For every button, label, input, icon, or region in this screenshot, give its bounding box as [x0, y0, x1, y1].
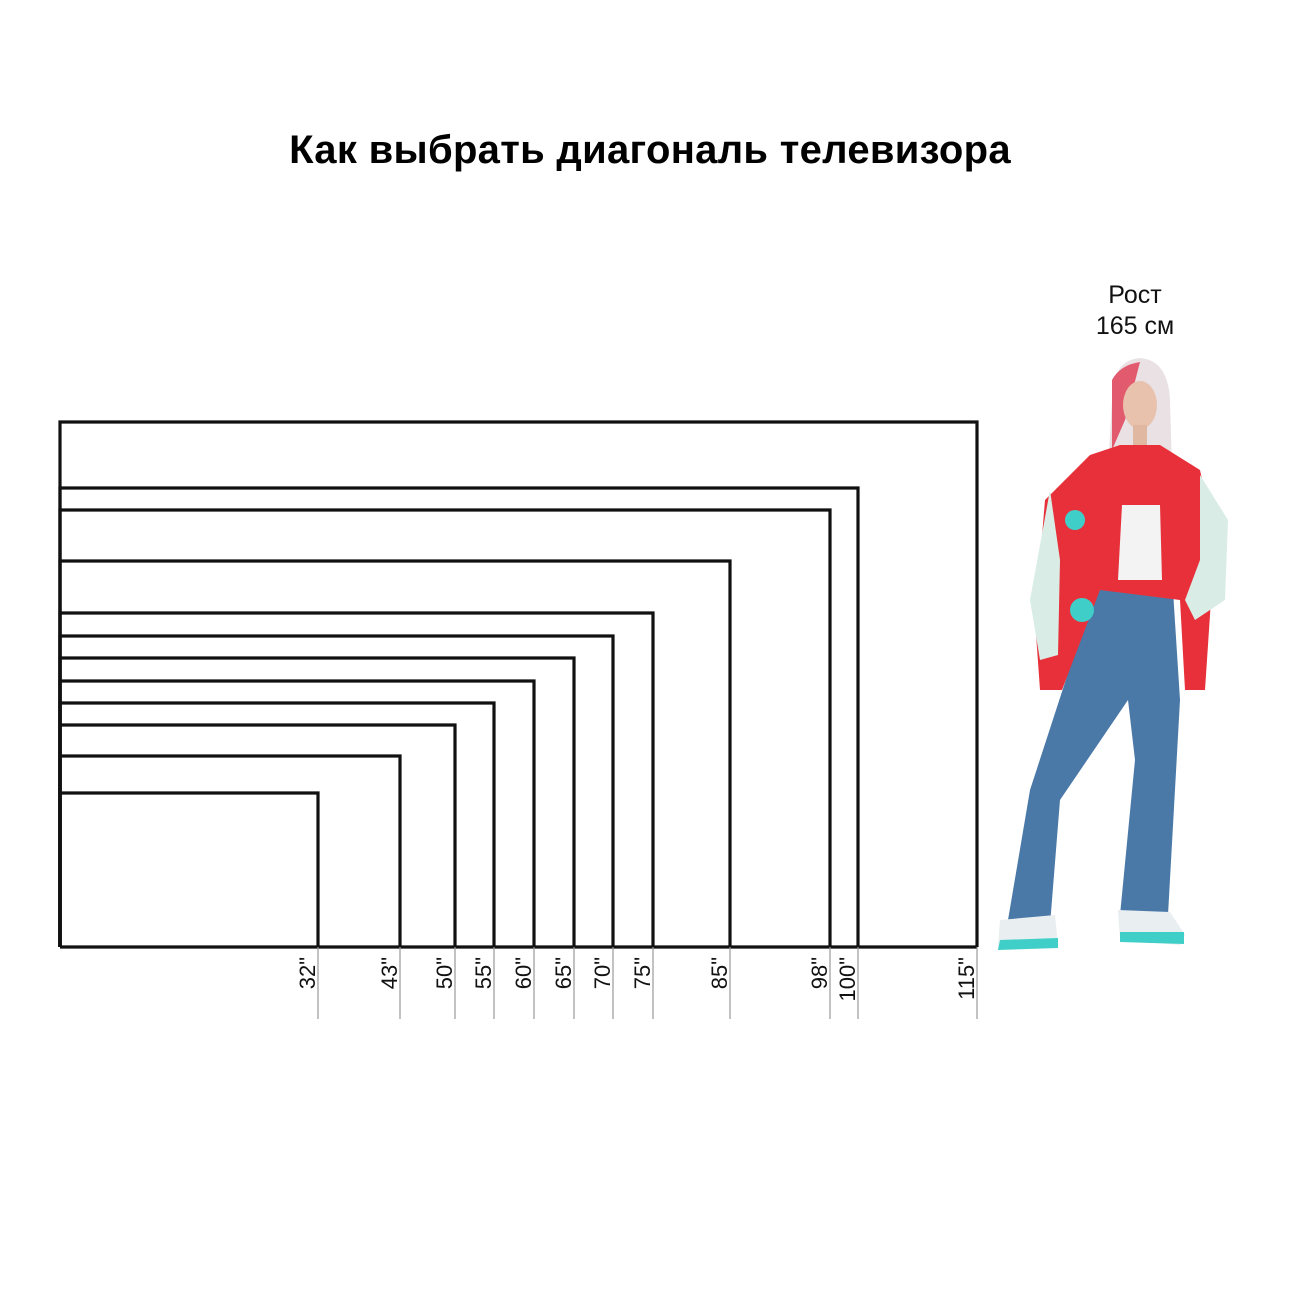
height-label-line1: Рост	[1108, 281, 1162, 309]
size-ticks: 32" 43" 50" 55" 60" 65" 70" 75" 85" 98" 100" 115"	[295, 947, 979, 1019]
person-height-label: Рост 165 см	[1080, 280, 1190, 342]
tv-outline-100	[58, 486, 860, 947]
tv-outline-115	[58, 420, 979, 947]
size-label-70: 70"	[590, 957, 615, 989]
tv-outline-50	[58, 723, 457, 947]
tv-outline-98	[58, 508, 832, 947]
size-label-32: 32"	[295, 957, 320, 989]
size-label-85: 85"	[707, 957, 732, 989]
size-label-50: 50"	[432, 957, 457, 989]
size-label-65: 65"	[551, 957, 576, 989]
size-label-75: 75"	[630, 957, 655, 989]
size-label-55: 55"	[471, 957, 496, 989]
tv-outlines	[58, 420, 979, 949]
page-title: Как выбрать диагональ телевизора	[289, 128, 1011, 172]
tv-outline-85	[58, 559, 732, 947]
tv-outline-32	[58, 791, 320, 947]
height-label-line2: 165 см	[1095, 312, 1175, 340]
size-label-100: 100"	[835, 957, 860, 1002]
size-label-115: 115"	[954, 957, 979, 1000]
size-label-60: 60"	[511, 957, 536, 989]
size-label-43: 43"	[377, 957, 402, 989]
tv-outline-55	[58, 701, 496, 947]
tv-outline-75	[58, 611, 655, 947]
size-label-98: 98"	[807, 957, 832, 989]
tv-outline-60	[58, 679, 536, 947]
person-figure	[998, 358, 1228, 950]
tv-outline-43	[58, 754, 402, 947]
